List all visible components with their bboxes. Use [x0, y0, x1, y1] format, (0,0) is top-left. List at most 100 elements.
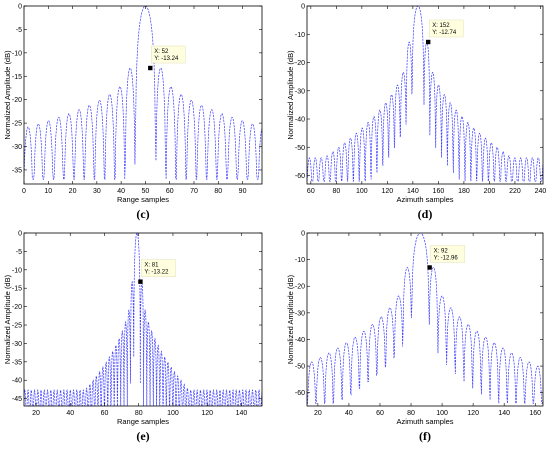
- x-tick-label: 180: [458, 188, 470, 195]
- y-tick-label: -30: [12, 341, 22, 348]
- datatip-box: [151, 45, 186, 64]
- x-tick-label: 80: [135, 410, 143, 417]
- datatip-y-label: Y: -13.22: [144, 270, 169, 276]
- y-axis-label: Normalized Amplitude (dB): [3, 50, 12, 140]
- datatip-box: [141, 259, 176, 277]
- y-tick-label: -50: [295, 364, 305, 371]
- y-tick-label: -35: [12, 359, 22, 366]
- plot-frame: [23, 5, 263, 185]
- y-tick-label: 0: [301, 4, 305, 11]
- panel-caption: (e): [136, 429, 149, 443]
- x-tick-label: 80: [214, 188, 222, 195]
- x-tick-label: 70: [190, 188, 198, 195]
- chart-panel: 20 40 60 80 100 120 140 0 -5 -10 -15 -20 -25 -30 -35 -4…: [3, 231, 263, 443]
- x-tick-label: 100: [356, 188, 368, 195]
- chart-panel: 60 80 100 120 140 160 180 200 220 240 0 -10 -20 -30 -4…: [286, 4, 546, 222]
- y-tick-label: -10: [295, 257, 305, 264]
- x-tick-label: 90: [239, 188, 247, 195]
- datatip-x-label: X: 152: [432, 23, 450, 29]
- datatip-marker: [427, 265, 432, 270]
- x-tick-label: 60: [166, 188, 174, 195]
- datatip-marker: [148, 65, 153, 71]
- datatip-y-label: Y: -12.96: [434, 255, 459, 261]
- chart-panel: 0 10 20 30 40 50 60 70 80 90 0 -5 -10 -15 -20 -25 -30 -35…: [3, 4, 263, 221]
- x-tick-label: 120: [467, 410, 479, 417]
- x-tick-label: 40: [117, 188, 125, 195]
- y-tick-label: -5: [16, 27, 22, 34]
- y-tick-label: -10: [12, 267, 22, 274]
- datatip-y-label: Y: -13.24: [154, 56, 179, 62]
- datatip-x-label: X: 81: [144, 263, 159, 269]
- x-axis-label: Range samples: [117, 417, 169, 426]
- x-tick-label: 200: [484, 188, 496, 195]
- y-tick-label: -40: [295, 337, 305, 344]
- x-tick-label: 10: [44, 188, 52, 195]
- y-tick-label: -30: [295, 310, 305, 317]
- panel-caption: (c): [136, 207, 149, 221]
- x-tick-label: 40: [345, 410, 353, 417]
- y-tick-label: -30: [295, 88, 305, 95]
- y-tick-label: -35: [12, 167, 22, 174]
- x-tick-label: 120: [382, 188, 394, 195]
- y-tick-label: 0: [301, 231, 305, 238]
- y-tick-label: -10: [12, 50, 22, 57]
- datatip-marker: [138, 279, 143, 284]
- y-tick-label: -15: [12, 74, 22, 81]
- datatip-y-label: Y: -12.74: [432, 30, 457, 36]
- y-tick-label: -40: [12, 378, 22, 385]
- x-tick-label: 20: [32, 410, 40, 417]
- x-tick-label: 100: [167, 410, 179, 417]
- plot-frame: [306, 232, 544, 407]
- y-tick-label: -20: [295, 60, 305, 67]
- datatip-box: [428, 19, 464, 38]
- x-axis-label: Azimuth samples: [396, 195, 453, 204]
- y-tick-label: -30: [12, 144, 22, 151]
- x-tick-label: 20: [314, 410, 322, 417]
- y-tick-label: -60: [295, 173, 305, 180]
- x-tick-label: 160: [433, 188, 445, 195]
- datatip-x-label: X: 52: [154, 49, 169, 55]
- x-tick-label: 100: [436, 410, 448, 417]
- x-tick-label: 140: [236, 410, 248, 417]
- series-line: [307, 6, 543, 182]
- x-tick-label: 240: [535, 188, 547, 195]
- chart-panel: 20 40 60 80 100 120 140 160 0 -10 -20 -30 -40 -50 -60 A…: [286, 231, 544, 443]
- y-axis-label: Normalized Amplitude (dB): [3, 274, 12, 364]
- x-tick-label: 140: [407, 188, 419, 195]
- y-tick-label: -40: [295, 117, 305, 124]
- datatip-x-label: X: 92: [434, 248, 449, 254]
- x-tick-label: 220: [509, 188, 521, 195]
- x-tick-label: 80: [332, 188, 340, 195]
- y-tick-label: -20: [295, 284, 305, 291]
- y-tick-label: -20: [12, 97, 22, 104]
- series-line: [24, 6, 262, 180]
- x-tick-label: 20: [69, 188, 77, 195]
- y-axis-label: Normalized Amplitude (dB): [286, 274, 295, 364]
- x-tick-label: 120: [201, 410, 213, 417]
- x-tick-label: 0: [22, 188, 26, 195]
- panel-caption: (f): [419, 429, 431, 443]
- y-tick-label: -25: [12, 323, 22, 330]
- y-tick-label: -50: [295, 145, 305, 152]
- y-tick-label: -25: [12, 121, 22, 128]
- datatip-box: [430, 245, 465, 263]
- x-tick-label: 60: [101, 410, 109, 417]
- y-tick-label: -45: [12, 396, 22, 403]
- y-axis-label: Normalized Amplitude (dB): [286, 50, 295, 140]
- y-tick-label: -15: [12, 286, 22, 293]
- x-tick-label: 50: [142, 188, 150, 195]
- y-tick-label: -10: [295, 32, 305, 39]
- series-line: [307, 233, 543, 404]
- x-tick-label: 60: [376, 410, 384, 417]
- x-axis-label: Azimuth samples: [396, 417, 453, 426]
- x-tick-label: 160: [529, 410, 541, 417]
- series-line: [24, 233, 262, 406]
- y-tick-label: -60: [295, 390, 305, 397]
- y-tick-label: -5: [16, 249, 22, 256]
- plot-frame: [306, 5, 544, 185]
- plot-frame: [23, 232, 263, 407]
- x-axis-label: Range samples: [117, 195, 169, 204]
- y-tick-label: 0: [18, 4, 22, 11]
- x-tick-label: 60: [307, 188, 315, 195]
